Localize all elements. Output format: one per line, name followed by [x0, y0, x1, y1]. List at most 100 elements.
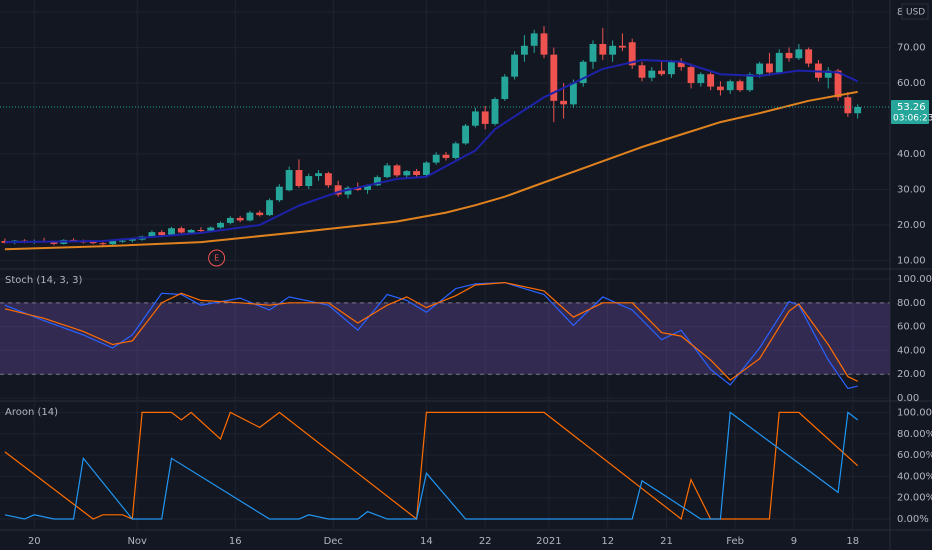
candle-body	[667, 61, 675, 75]
candle-body	[775, 52, 783, 73]
candle-body	[413, 171, 421, 175]
x-tick-label: 14	[420, 536, 433, 547]
candle-body	[266, 200, 273, 216]
last-price-box	[891, 99, 929, 124]
y-tick-label: 0.00	[897, 393, 919, 404]
y-tick-label: 60.00	[897, 322, 926, 333]
candle-body	[628, 42, 636, 66]
candle-body	[618, 45, 626, 48]
indicator-line	[4, 411, 859, 520]
candle-body	[501, 76, 509, 100]
x-tick-label: Dec	[324, 536, 343, 547]
candle-body	[471, 111, 479, 126]
candle-body	[119, 240, 126, 242]
candle-body	[197, 230, 205, 232]
y-tick-label: 40.00	[897, 345, 926, 356]
candle-body	[442, 154, 450, 158]
indicator-line	[4, 90, 858, 251]
indicator-line	[4, 411, 859, 521]
candle-body	[315, 173, 322, 177]
candle-body	[275, 186, 283, 201]
candle-body	[589, 44, 597, 62]
candle-body	[491, 99, 499, 124]
candle-body	[324, 173, 332, 186]
y-tick-label: 0.00%	[897, 514, 929, 525]
labels: 10.00 20.00 30.00 40.00 60.00 70.00 80.00 53.26…	[5, 3, 932, 547]
y-tick-label: 20.00	[897, 369, 926, 380]
candle-body	[834, 70, 842, 98]
y-tick-label: 80.00%	[897, 429, 932, 440]
candle-body	[756, 63, 764, 75]
candle-body	[432, 154, 440, 163]
candle-body	[609, 45, 617, 55]
currency-box	[901, 3, 929, 20]
candle-body	[560, 100, 568, 105]
y-tick-label: 70.00	[897, 43, 926, 54]
y-tick-label: 80.00	[897, 298, 926, 309]
candle-body	[207, 227, 215, 231]
y-tick-label: 60.00%	[897, 450, 932, 461]
candle-body	[785, 52, 793, 59]
candle-body	[599, 44, 607, 55]
candle-body	[226, 217, 234, 223]
candle-body	[844, 97, 852, 114]
y-tick-label: 40.00%	[897, 471, 932, 482]
candle-body	[89, 241, 97, 244]
candle-body	[520, 45, 528, 55]
candle-body	[795, 49, 803, 59]
candle-body	[344, 187, 352, 195]
y-tick-label: 10.00	[897, 256, 926, 267]
last-price-label: 53.26	[897, 102, 926, 113]
countdown: 03:06:23	[893, 113, 932, 123]
candle-body	[246, 212, 254, 221]
candle-body	[393, 165, 401, 176]
plot: E	[0, 26, 890, 521]
candle-body	[373, 177, 381, 186]
indicator-line	[4, 281, 858, 390]
y-tick-label: 20.00%	[897, 493, 932, 504]
y-tick-label: 100.00	[897, 274, 932, 285]
candle-body	[168, 228, 175, 235]
candle-body	[295, 170, 303, 187]
candle-body	[707, 74, 715, 87]
earnings-marker	[208, 249, 226, 267]
candle-body	[805, 49, 813, 64]
candle-body	[403, 171, 411, 176]
x-tick-label: 2021	[536, 536, 561, 547]
candle-body	[579, 61, 587, 84]
candle-body	[530, 33, 538, 46]
candle-body	[50, 242, 58, 244]
y-tick-label: 20.00	[897, 220, 926, 231]
candle-body	[658, 70, 666, 75]
x-tick-label: 21	[660, 536, 673, 547]
candle-body	[854, 106, 862, 114]
candle-body	[177, 228, 185, 233]
candle-body	[462, 125, 470, 144]
x-tick-label: Feb	[726, 536, 744, 547]
indicator-line	[4, 281, 858, 382]
earnings-label: E	[214, 254, 219, 263]
x-tick-label: 12	[601, 536, 614, 547]
y-tick-label: 100.00%	[897, 407, 932, 418]
candle-body	[364, 185, 371, 190]
pane-title: Aroon (14)	[5, 407, 58, 418]
candle-body	[148, 232, 156, 237]
candle-body	[648, 70, 656, 78]
candle-body	[638, 65, 646, 78]
x-tick-label: 9	[791, 536, 797, 547]
candle-body	[383, 165, 391, 178]
candle-body	[99, 243, 107, 245]
x-tick-label: 16	[229, 536, 242, 547]
x-tick-label: 22	[479, 536, 492, 547]
candle-body	[217, 222, 224, 228]
overbought-oversold-band	[0, 302, 890, 375]
candle-body	[158, 232, 166, 235]
y-tick-label: 60.00	[897, 78, 926, 89]
candle-body	[677, 61, 685, 68]
candle-body	[481, 111, 489, 124]
candle-body	[716, 86, 724, 91]
y-tick-label: 40.00	[897, 149, 926, 160]
candle-body	[766, 63, 773, 73]
